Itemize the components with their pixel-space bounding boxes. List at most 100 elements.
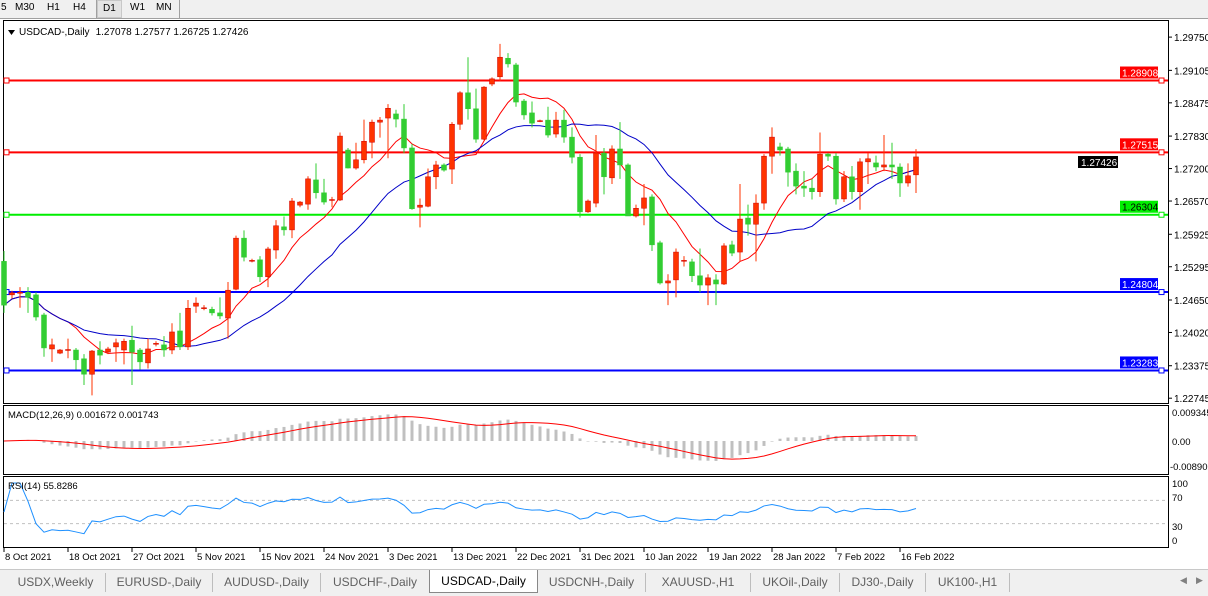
- candle-body: [793, 170, 799, 187]
- level-handle-right[interactable]: [1158, 367, 1165, 374]
- bid-price-label: 1.27426: [1081, 158, 1118, 169]
- candle-body: [657, 242, 663, 284]
- tab-usdx-weekly[interactable]: USDX,Weekly: [6, 573, 106, 592]
- candle-body: [1, 261, 7, 306]
- price-axis-label: 1.22745: [1174, 394, 1208, 405]
- candle-body: [217, 312, 223, 317]
- timeframe-h1[interactable]: H1: [47, 2, 60, 13]
- candle-body: [713, 279, 719, 285]
- candle-body: [761, 155, 767, 204]
- level-handle-left[interactable]: [3, 211, 10, 218]
- level-handle-left[interactable]: [3, 367, 10, 374]
- tab-usdcad-daily[interactable]: USDCAD-,Daily: [429, 570, 538, 593]
- candle-body: [33, 294, 39, 318]
- candle-body: [385, 107, 391, 119]
- level-handle-right[interactable]: [1158, 289, 1165, 296]
- candle-body: [881, 164, 887, 168]
- candle-body: [289, 200, 295, 231]
- tabs-scroll-right-icon[interactable]: ▶: [1196, 575, 1203, 585]
- level-handle-left[interactable]: [3, 149, 10, 156]
- candle-body: [441, 164, 447, 171]
- level-price-tag: [1120, 278, 1158, 291]
- candle-body: [41, 314, 47, 349]
- candle-body: [313, 179, 319, 194]
- candle-body: [177, 330, 183, 348]
- candle-body: [665, 280, 671, 284]
- candle-body: [561, 119, 567, 138]
- level-price-tag: [1120, 356, 1158, 369]
- tab-dj30-daily[interactable]: DJ30-,Daily: [840, 573, 926, 592]
- candle-body: [105, 348, 111, 353]
- candle-body: [905, 175, 911, 184]
- candle-body: [137, 349, 143, 363]
- rsi-axis-0: 0: [1172, 536, 1177, 547]
- candle-body: [449, 123, 455, 170]
- candle-body: [649, 196, 655, 246]
- candle-body: [457, 92, 463, 125]
- tab-xauusd-h1[interactable]: XAUUSD-,H1: [646, 573, 751, 592]
- timeframe-mn[interactable]: MN: [156, 2, 172, 13]
- candle-body: [369, 121, 375, 143]
- macd-pane-frame: [3, 405, 1169, 475]
- price-axis-label: 1.29750: [1174, 33, 1208, 44]
- candle-body: [393, 113, 399, 120]
- timeframe-m30[interactable]: M30: [15, 2, 35, 13]
- price-axis-label: 1.25295: [1174, 263, 1208, 274]
- timeframe-h4[interactable]: H4: [73, 2, 86, 13]
- date-axis-label: 22 Dec 2021: [517, 552, 571, 563]
- candle-body: [145, 348, 151, 364]
- candle-body: [513, 64, 519, 103]
- tab-ukoil-daily[interactable]: UKOil-,Daily: [751, 573, 840, 592]
- date-axis-label: 3 Dec 2021: [389, 552, 438, 563]
- caret-down-icon[interactable]: [8, 30, 15, 35]
- candle-body: [593, 152, 599, 204]
- tab-uk100-h1[interactable]: UK100-,H1: [926, 573, 1010, 592]
- candle-body: [601, 152, 607, 178]
- candle-body: [785, 148, 791, 173]
- rsi-pane-frame: [3, 476, 1169, 548]
- candle-body: [817, 153, 823, 193]
- candle-body: [305, 178, 311, 205]
- tab-eurusd-daily[interactable]: EURUSD-,Daily: [106, 573, 213, 592]
- timeframe-m5[interactable]: 5: [1, 2, 7, 13]
- timeframe-w1[interactable]: W1: [130, 2, 145, 13]
- date-axis-label: 13 Dec 2021: [453, 552, 507, 563]
- candle-body: [193, 302, 199, 307]
- candle-body: [809, 187, 815, 193]
- candle-body: [577, 156, 583, 213]
- timeframe-d1[interactable]: D1: [97, 0, 122, 18]
- level-handle-right[interactable]: [1158, 211, 1165, 218]
- candle-body: [673, 251, 679, 281]
- macd-signal-line: [3, 416, 917, 460]
- chart-window[interactable]: 1.28908 1.27515 1.26304 1.24804 1.23283 1.29…: [0, 0, 1208, 569]
- price-axis[interactable]: 1.29750 1.29105 1.28475 1.27830 1.27200 1.265…: [1168, 33, 1208, 405]
- candle-body: [641, 197, 647, 209]
- price-axis-label: 1.27830: [1174, 132, 1208, 143]
- candle-body: [529, 112, 535, 124]
- macd-indicator: [3, 414, 918, 461]
- level-handle-left[interactable]: [3, 77, 10, 84]
- chart-tabs: USDX,Weekly EURUSD-,Daily AUDUSD-,Daily …: [0, 569, 1208, 596]
- candle-body: [473, 108, 479, 140]
- candle-body: [753, 202, 759, 225]
- price-axis-label: 1.24650: [1174, 296, 1208, 307]
- candle-body: [265, 248, 271, 278]
- tab-usdcnh-daily[interactable]: USDCNH-,Daily: [538, 573, 646, 592]
- horizontal-levels[interactable]: 1.28908 1.27515 1.26304 1.24804 1.23283: [3, 66, 1168, 374]
- candle-body: [65, 349, 71, 351]
- date-axis-label: 19 Jan 2022: [709, 552, 761, 563]
- tab-usdchf-daily[interactable]: USDCHF-,Daily: [321, 573, 430, 592]
- tab-audusd-daily[interactable]: AUDUSD-,Daily: [213, 573, 321, 592]
- candle-body: [153, 343, 159, 345]
- date-axis-label: 8 Oct 2021: [5, 552, 51, 563]
- candle-body: [201, 307, 207, 309]
- macd-axis-bottom: -0.008902: [1170, 462, 1208, 473]
- candle-body: [497, 56, 503, 78]
- candle-body: [297, 201, 303, 206]
- candle-body: [729, 244, 735, 254]
- level-handle-right[interactable]: [1158, 77, 1165, 84]
- candle-body: [737, 218, 743, 253]
- tabs-scroll-left-icon[interactable]: ◀: [1180, 575, 1187, 585]
- level-handle-right[interactable]: [1158, 149, 1165, 156]
- moving-averages: [3, 93, 917, 355]
